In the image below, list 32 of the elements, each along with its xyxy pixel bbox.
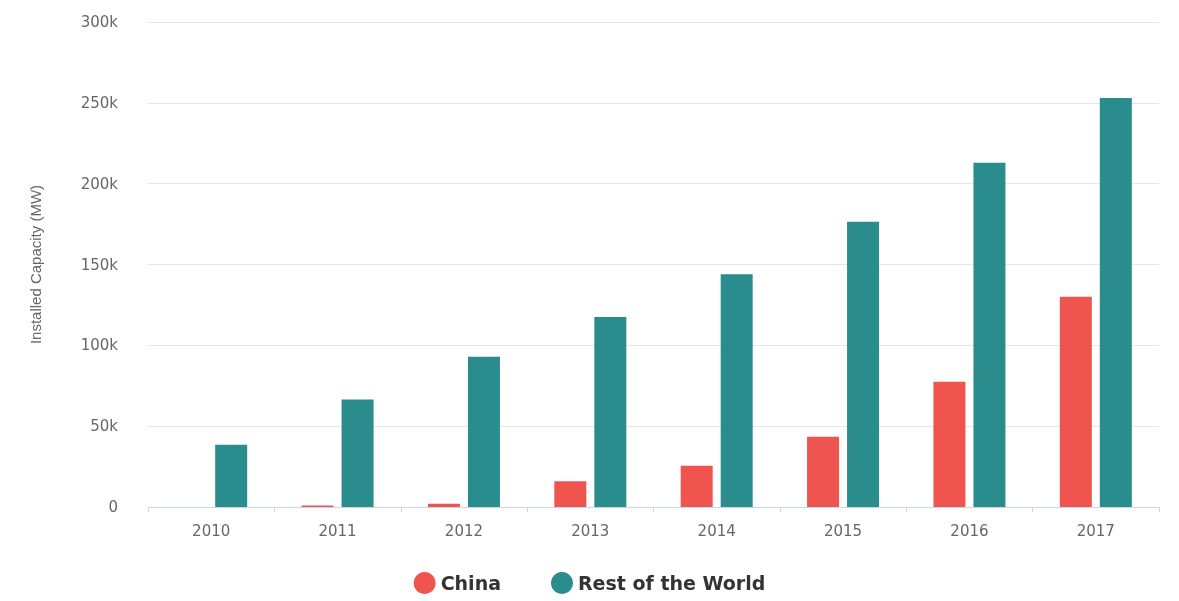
x-tick-label: 2013 [571,521,610,540]
bar [215,444,248,507]
x-tick-label: 2015 [823,521,863,540]
bar [973,162,1006,507]
y-tick-label: 250k [80,93,119,112]
bar [933,381,966,507]
y-tick-label: 50k [90,417,119,436]
y-tick-label: 0 [108,498,118,516]
bar [1059,296,1092,507]
bar [427,503,460,507]
legend-label: China [440,572,501,594]
x-tick-label: 2017 [1076,521,1115,540]
x-tick-label: 2010 [192,521,231,540]
bar [807,436,840,507]
y-tick-label: 300k [80,13,119,31]
bar [554,481,587,507]
y-tick-label: 150k [80,255,119,274]
x-tick-label: 2014 [697,521,736,540]
legend-label: Rest of the World [577,572,766,594]
bar [467,356,500,507]
bar [594,317,627,507]
bar [341,399,374,507]
x-tick-label: 2012 [444,521,484,540]
bar [847,221,880,507]
bar [680,465,713,507]
y-tick-label: 100k [80,336,119,355]
bar [720,274,753,507]
y-tick-label: 200k [80,174,119,193]
bar [1099,97,1132,507]
x-tick-label: 2016 [950,521,989,540]
x-tick-label: 2011 [318,521,357,540]
y-axis-title: Installed Capacity (MW) [27,184,44,345]
